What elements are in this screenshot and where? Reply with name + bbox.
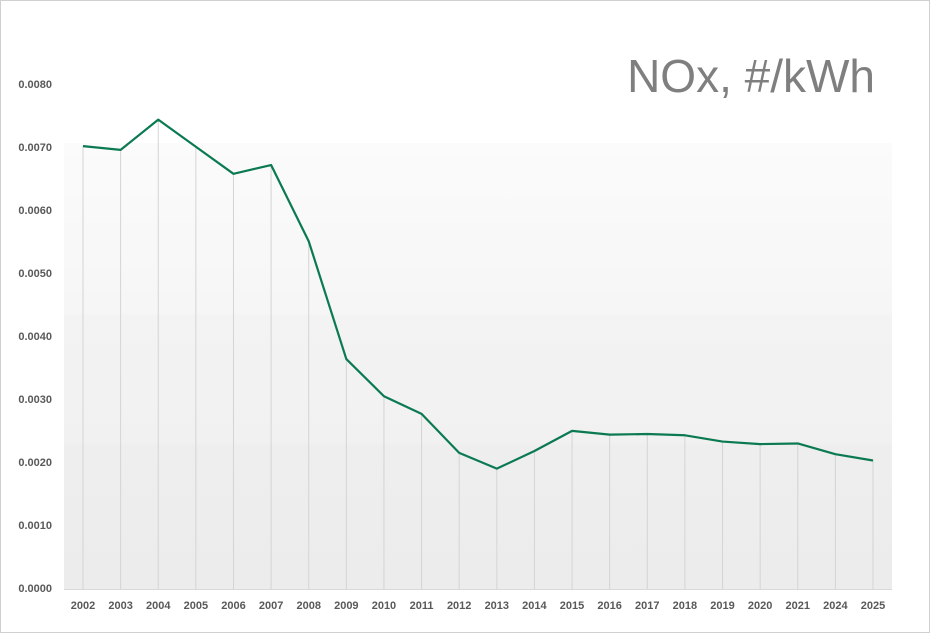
x-tick-label: 2004 [146, 600, 171, 612]
y-tick-label: 0.0040 [18, 331, 52, 343]
y-tick-label: 0.0000 [18, 583, 52, 595]
x-tick-label: 2009 [334, 600, 358, 612]
y-tick-label: 0.0080 [18, 79, 52, 91]
x-tick-label: 2005 [184, 600, 208, 612]
y-tick-label: 0.0030 [18, 394, 52, 406]
x-tick-label: 2012 [447, 600, 471, 612]
x-tick-label: 2014 [522, 600, 547, 612]
y-tick-label: 0.0070 [18, 142, 52, 154]
x-tick-label: 2017 [635, 600, 659, 612]
x-tick-label: 2011 [410, 600, 434, 612]
x-tick-label: 2018 [673, 600, 697, 612]
x-tick-label: 2025 [861, 600, 885, 612]
x-tick-label: 2019 [710, 600, 734, 612]
x-tick-label: 2008 [296, 600, 320, 612]
x-tick-label: 2015 [560, 600, 584, 612]
chart-title: NOx, #/kWh [627, 50, 875, 102]
x-tick-label: 2013 [485, 600, 509, 612]
x-tick-label: 2002 [71, 600, 95, 612]
x-tick-label: 2021 [786, 600, 810, 612]
x-tick-label: 2016 [597, 600, 621, 612]
y-tick-label: 0.0060 [18, 205, 52, 217]
x-tick-label: 2020 [748, 600, 772, 612]
x-tick-label: 2024 [823, 600, 848, 612]
plot-area [64, 143, 892, 589]
x-tick-label: 2010 [372, 600, 396, 612]
x-tick-label: 2007 [259, 600, 283, 612]
y-tick-label: 0.0010 [18, 520, 52, 532]
y-tick-label: 0.0050 [18, 268, 52, 280]
x-tick-label: 2003 [108, 600, 132, 612]
y-tick-label: 0.0020 [18, 457, 52, 469]
data-line [82, 118, 874, 470]
x-tick-label: 2006 [221, 600, 245, 612]
